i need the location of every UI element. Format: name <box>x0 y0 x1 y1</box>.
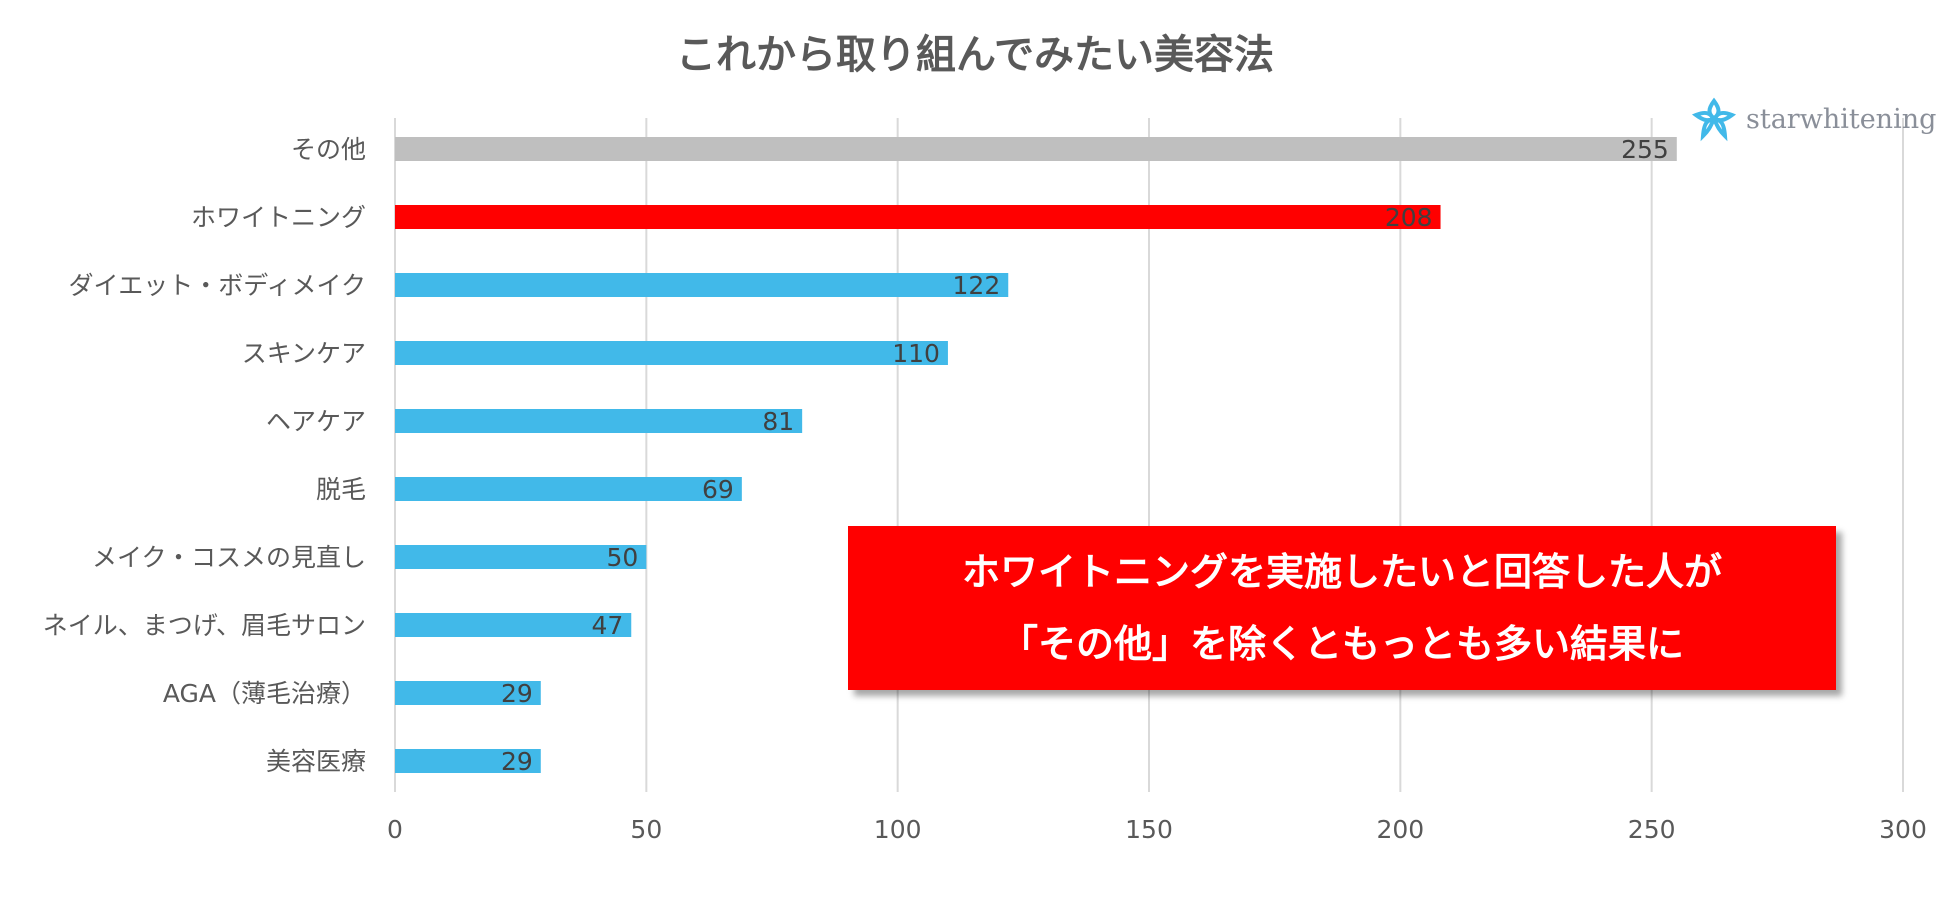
category-label: ホワイトニング <box>191 203 366 232</box>
star-flower-icon <box>1691 97 1737 142</box>
x-tick-label: 250 <box>1628 815 1676 844</box>
data-label: 29 <box>501 747 533 776</box>
data-label: 208 <box>1385 203 1433 232</box>
category-label: その他 <box>291 135 366 164</box>
data-label: 255 <box>1621 135 1669 164</box>
bar-8 <box>395 681 541 705</box>
bar-0 <box>395 137 1677 161</box>
bar-2 <box>395 273 1009 297</box>
category-label: 脱毛 <box>316 475 366 504</box>
bar-1 <box>395 205 1441 229</box>
data-label: 50 <box>607 543 639 572</box>
data-label: 47 <box>591 611 623 640</box>
labels: 0 50 100 150 200 250 300 その他 255 ホワイトニング 208 ダイエット・… <box>43 135 1927 844</box>
x-tick-label: 50 <box>630 815 662 844</box>
x-tick-label: 100 <box>874 815 922 844</box>
data-label: 110 <box>892 339 940 368</box>
category-label: ダイエット・ボディメイク <box>68 271 366 300</box>
x-tick-label: 0 <box>387 815 403 844</box>
x-tick-label: 150 <box>1125 815 1173 844</box>
category-label: ヘアケア <box>266 407 366 436</box>
category-label: スキンケア <box>242 339 366 368</box>
bars <box>395 137 1677 773</box>
bar-3 <box>395 341 948 365</box>
chart-title: これから取り組んでみたい美容法 <box>676 32 1274 78</box>
data-label: 69 <box>702 475 734 504</box>
category-label: AGA（薄毛治療） <box>163 679 366 708</box>
bar-9 <box>395 749 541 773</box>
x-tick-label: 300 <box>1879 815 1927 844</box>
logo: starwhitening <box>1690 95 1936 143</box>
category-label: メイク・コスメの見直し <box>92 543 366 572</box>
category-label: 美容医療 <box>266 747 366 776</box>
bar-6 <box>395 545 647 569</box>
category-label: ネイル、まつげ、眉毛サロン <box>43 611 366 640</box>
data-label: 122 <box>953 271 1001 300</box>
callout-line-2: 「その他」を除くともっとも多い結果に <box>999 622 1684 666</box>
data-label: 29 <box>501 679 533 708</box>
data-label: 81 <box>762 407 794 436</box>
callout-box: ホワイトニングを実施したいと回答した人が 「その他」を除くともっとも多い結果に <box>848 526 1836 690</box>
bar-7 <box>395 613 632 637</box>
bar-4 <box>395 409 803 433</box>
x-tick-label: 200 <box>1376 815 1424 844</box>
bar-5 <box>395 477 742 501</box>
logo-text: starwhitening <box>1746 103 1937 135</box>
callout-line-1: ホワイトニングを実施したいと回答した人が <box>961 550 1722 594</box>
